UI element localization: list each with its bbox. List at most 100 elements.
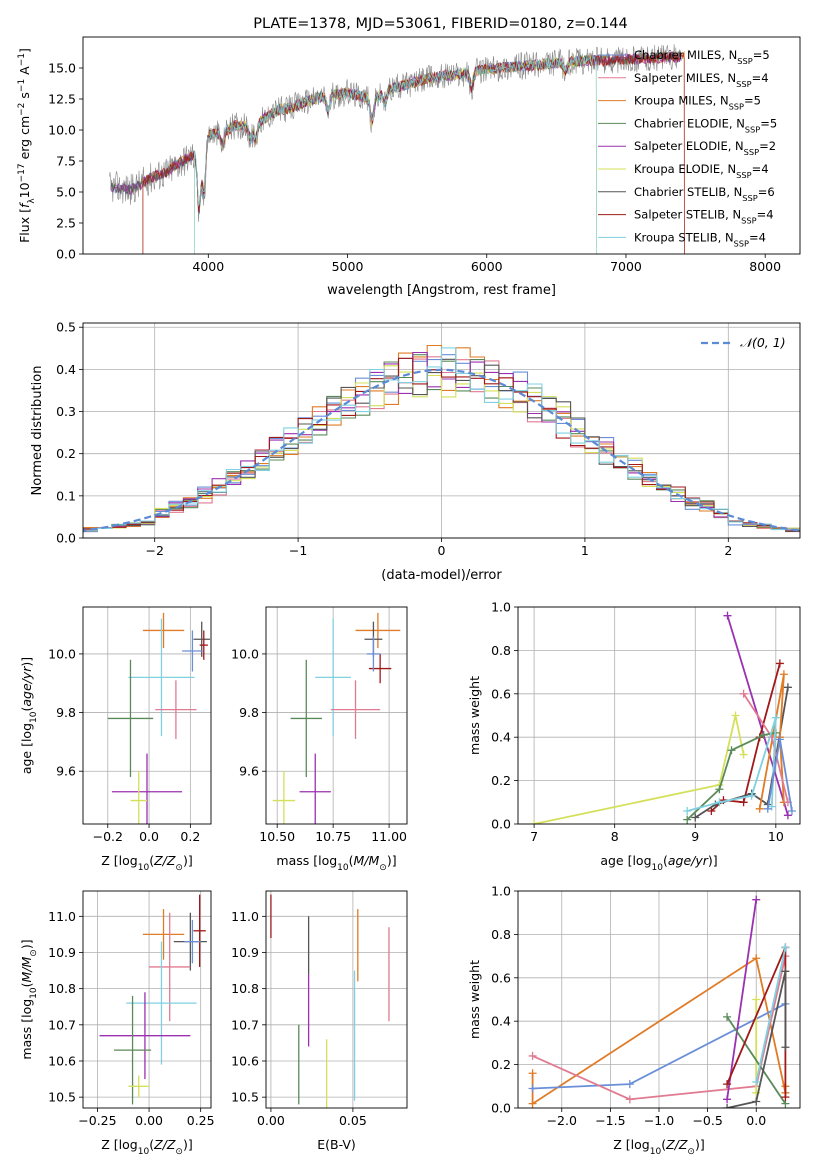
y-axis-label: mass weight xyxy=(467,676,482,755)
x-axis-label: Z [log10(Z/Z⊙)] xyxy=(101,1137,192,1157)
x-tick-label: 10.50 xyxy=(259,829,295,844)
x-tick-label: 0.00 xyxy=(257,1113,285,1128)
y-tick-label: 11.0 xyxy=(48,909,76,924)
axes-frame xyxy=(265,606,408,825)
plot-area xyxy=(528,895,790,1108)
marker-kroupa_stelib xyxy=(771,713,780,722)
legend-entry: Salpeter ELODIE, NSSP=2 xyxy=(634,139,776,157)
x-tick-label: 4000 xyxy=(192,259,224,274)
y-axis-label: Normed distribution xyxy=(30,366,45,496)
marker-salpeter_elodie xyxy=(783,811,792,820)
y-tick-label: 0.6 xyxy=(491,970,511,985)
axes-frame xyxy=(82,36,801,255)
x-tick-label: 6000 xyxy=(471,259,503,274)
x-axis-label: (data-model)/error xyxy=(381,568,502,583)
y-tick-label: 0.2 xyxy=(56,446,76,461)
normal-curve xyxy=(83,368,800,532)
x-tick-label: 11.00 xyxy=(371,829,407,844)
y-tick-label: 0.8 xyxy=(491,643,511,658)
grid xyxy=(266,607,407,824)
x-tick-label: −0.5 xyxy=(692,1113,722,1128)
y-tick-label: 10.5 xyxy=(48,1090,76,1105)
axes-frame xyxy=(82,606,212,825)
marker-chabrier_elodie xyxy=(683,815,692,824)
y-tick-label: 0.2 xyxy=(491,1057,511,1072)
y-tick-label: 0.8 xyxy=(491,927,511,942)
x-tick-label: −2.0 xyxy=(547,1113,577,1128)
panel-age_vs_Z: −0.2 0.0 0.2 9.6 9.8 10.0 Z [log10(Z/Z⊙)] age [… xyxy=(19,606,212,873)
legend: Chabrier MILES, NSSP=5 Salpeter MILES, NS… xyxy=(598,48,777,248)
series-chabrier_miles xyxy=(110,51,682,212)
marker-chabrier_stelib xyxy=(691,813,700,822)
line-chabrier_elodie xyxy=(726,1016,787,1105)
y-tick-label: 15.0 xyxy=(48,61,76,76)
marker-kroupa_stelib xyxy=(781,943,790,952)
y-tick-label: 10.8 xyxy=(48,981,76,996)
axes-frame xyxy=(517,890,801,1109)
y-tick-label: 10.9 xyxy=(48,945,76,960)
x-tick-label: 8 xyxy=(611,829,619,844)
series-observed xyxy=(109,44,682,222)
marker-chabrier_miles xyxy=(625,1080,634,1089)
y-tick-label: 0.4 xyxy=(56,362,76,377)
series-salpeter_elodie xyxy=(110,51,682,214)
y-tick-label: 9.8 xyxy=(239,705,259,720)
y-tick-label: 10.6 xyxy=(231,1053,259,1068)
panel-mass_weight_vs_age: 7 8 9 10 0.0 0.2 0.4 0.6 0.8 1.0 age [log10(age/yr… xyxy=(467,600,801,873)
marker-chabrier_stelib xyxy=(752,1097,761,1106)
y-tick-label: 9.6 xyxy=(239,764,259,779)
y-tick-label: 0.2 xyxy=(491,773,511,788)
y-tick-label: 0.0 xyxy=(491,1101,511,1116)
marker-chabrier_miles xyxy=(787,806,796,815)
marker-chabrier_stelib xyxy=(781,1043,790,1052)
x-tick-label: 7000 xyxy=(610,259,642,274)
x-axis-label: Z [log10(Z/Z⊙)] xyxy=(101,853,192,873)
y-tick-label: 11.0 xyxy=(231,909,259,924)
y-tick-label: 5.0 xyxy=(56,185,76,200)
marker-chabrier_elodie xyxy=(723,1012,732,1021)
y-tick-label: 0.0 xyxy=(56,247,76,262)
marker-salpeter_miles xyxy=(528,1051,537,1060)
plot-area xyxy=(272,612,401,824)
y-tick-label: 0.6 xyxy=(491,686,511,701)
y-tick-label: 1.0 xyxy=(491,600,511,615)
marker-kroupa_elodie xyxy=(530,820,539,824)
y-axis-label: age [log10(age/yr)] xyxy=(19,657,39,774)
marker-salpeter_stelib xyxy=(707,806,716,815)
x-tick-label: −2 xyxy=(145,543,163,558)
line-salpeter_elodie xyxy=(726,899,758,1100)
x-tick-label: −0.25 xyxy=(78,1113,116,1128)
marker-chabrier_stelib xyxy=(783,683,792,692)
axes-frame xyxy=(517,606,801,825)
marker-chabrier_stelib xyxy=(723,1104,732,1108)
legend-entry: Salpeter MILES, NSSP=4 xyxy=(634,71,769,89)
y-tick-label: 0.1 xyxy=(56,488,76,503)
plot-area xyxy=(99,894,207,1105)
panel-mass_vs_ebv: 0.00 0.05 10.5 10.6 10.7 10.8 10.9 11.0 E(B-V) xyxy=(231,890,408,1152)
y-tick-label: 10.9 xyxy=(231,945,259,960)
y-tick-label: 12.5 xyxy=(48,92,76,107)
histogram-kroupa_stelib xyxy=(83,347,800,533)
marker-salpeter_stelib xyxy=(775,659,784,668)
legend-entry: Chabrier MILES, NSSP=5 xyxy=(634,48,770,66)
marker-salpeter_elodie xyxy=(752,895,761,904)
legend: 𝒩(0, 1) xyxy=(701,335,786,350)
x-tick-label: 0.00 xyxy=(135,1113,163,1128)
legend-entry: 𝒩(0, 1) xyxy=(740,335,786,350)
plot-area xyxy=(109,44,685,254)
y-tick-label: 9.6 xyxy=(56,764,76,779)
x-axis-label: age [log10(age/yr)] xyxy=(600,853,717,873)
marker-kroupa_stelib xyxy=(752,1077,761,1086)
legend-entry: Salpeter STELIB, NSSP=4 xyxy=(634,208,774,226)
y-tick-label: 0.5 xyxy=(56,320,76,335)
x-tick-label: −1.5 xyxy=(595,1113,625,1128)
marker-kroupa_miles xyxy=(755,804,764,813)
marker-salpeter_elodie xyxy=(723,1095,732,1104)
y-tick-label: 1.0 xyxy=(491,884,511,899)
axes-frame xyxy=(265,890,408,1109)
x-tick-label: 10.75 xyxy=(315,829,351,844)
y-tick-label: 10.0 xyxy=(48,646,76,661)
marker-kroupa_stelib xyxy=(715,798,724,807)
panel-spectrum: 4000 5000 6000 7000 8000 0.0 2.5 5.0 7.5 10.0 12.5… xyxy=(17,16,801,298)
